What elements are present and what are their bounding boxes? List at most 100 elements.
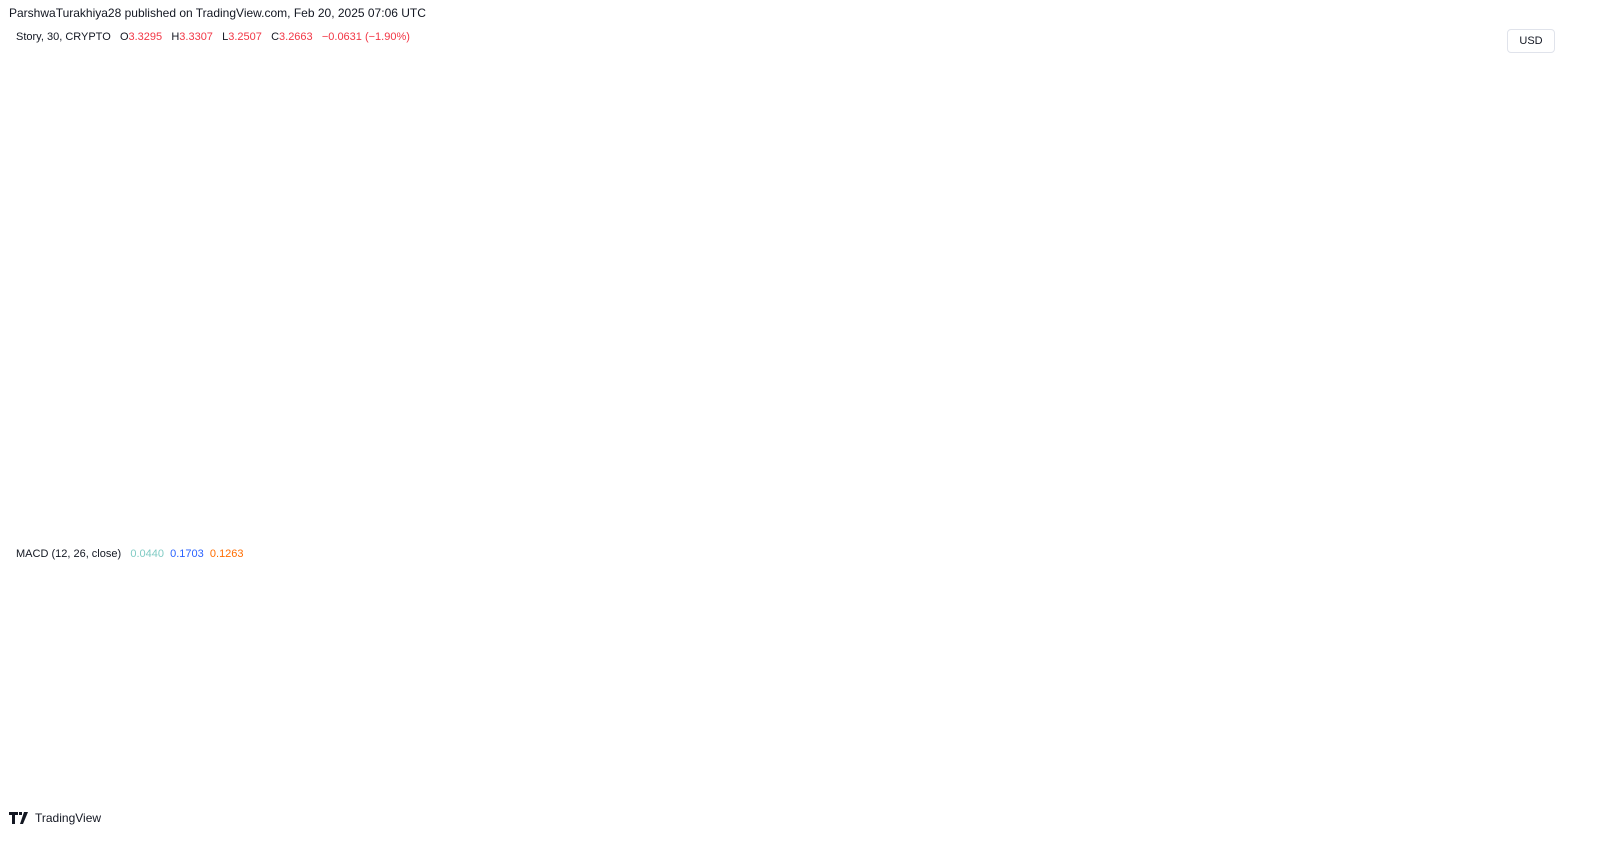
time-tick-label: 18:00	[470, 784, 498, 796]
candle-body	[527, 430, 534, 432]
macd-histogram-bar	[425, 676, 432, 692]
candle-body	[1222, 245, 1229, 250]
hist-value-badge-text: 0.0440	[1507, 654, 1541, 666]
candle	[97, 408, 104, 415]
candle	[1242, 234, 1249, 254]
candle-body	[16, 399, 23, 402]
candle	[772, 391, 779, 402]
time-tick-label: 18:00	[961, 784, 989, 796]
macd-histogram-bar	[670, 685, 677, 692]
macd-histogram-bar	[905, 686, 912, 692]
candle	[762, 395, 769, 409]
candle	[118, 412, 125, 418]
candle-body	[752, 406, 759, 408]
macd-histogram-bar	[1140, 688, 1147, 692]
time-tick-label: 12:00	[409, 784, 437, 796]
macd-histogram-bar	[312, 684, 319, 692]
macd-histogram-bar	[1119, 669, 1126, 692]
macd-histogram-bar	[1160, 692, 1167, 694]
macd-histogram-bar	[864, 691, 871, 693]
candle	[476, 430, 483, 442]
candle-body	[537, 425, 544, 431]
candle-body	[792, 393, 799, 402]
macd-histogram-bar	[813, 692, 820, 697]
macd-histogram-bar	[179, 692, 186, 694]
macd-histogram-bar	[1099, 661, 1106, 692]
candle-body	[608, 443, 615, 450]
macd-histogram-bar	[363, 692, 370, 693]
price-tick-label: 1.6000	[1510, 448, 1544, 460]
candle	[608, 441, 615, 452]
price-tick-label: 2.0000	[1510, 374, 1544, 386]
price-tick-label: 2.4000	[1510, 300, 1544, 312]
macd-tick-label: 0.1000	[1510, 612, 1544, 624]
symbol-name[interactable]: Story, 30, CRYPTO	[16, 31, 111, 43]
macd-histogram-bar	[987, 692, 994, 703]
candle-body	[87, 408, 94, 411]
candle-body	[741, 403, 748, 407]
candle	[87, 406, 94, 413]
macd-histogram-bar	[394, 685, 401, 692]
macd-histogram-bar	[189, 692, 196, 696]
macd-histogram-bar	[1058, 685, 1065, 692]
candle-body	[189, 438, 196, 446]
candle	[1028, 375, 1035, 389]
macd-histogram-bar	[159, 692, 166, 693]
candle	[517, 427, 524, 439]
candle	[1293, 231, 1300, 256]
candle	[598, 443, 605, 452]
candle-body	[476, 434, 483, 437]
macd-histogram-bar	[230, 692, 237, 704]
candle	[1058, 366, 1065, 381]
candle-body	[721, 393, 728, 402]
candle	[16, 397, 23, 404]
macd-histogram-bar	[404, 680, 411, 692]
publisher-line: ParshwaTurakhiya28 published on TradingV…	[9, 6, 426, 20]
candle	[363, 477, 370, 487]
macd-histogram-bar	[1211, 691, 1218, 693]
candle	[241, 458, 248, 474]
candle	[966, 380, 973, 391]
candle	[936, 375, 943, 387]
candle	[731, 391, 738, 407]
candle	[1109, 268, 1116, 296]
candle	[46, 390, 53, 405]
footer-brand[interactable]: TradingView	[35, 811, 102, 825]
open-value: 3.3295	[128, 31, 163, 43]
candle-body	[1314, 227, 1321, 235]
candle	[1252, 232, 1259, 263]
candle	[997, 391, 1004, 404]
macd-histogram-bar	[578, 692, 585, 699]
time-tick-label: 19	[1030, 784, 1042, 796]
candle-body	[333, 480, 340, 492]
macd-histogram-bar	[700, 686, 707, 692]
candle-body	[1171, 282, 1178, 293]
grid	[7, 21, 1561, 801]
candle	[1048, 375, 1055, 389]
candle	[956, 375, 963, 387]
candle-body	[1007, 393, 1014, 398]
candle-body	[1181, 275, 1188, 283]
candle-body	[1028, 382, 1035, 387]
candle-body	[26, 397, 33, 400]
candle-body	[649, 428, 656, 431]
candle	[1222, 240, 1229, 257]
macd-histogram-bar	[1201, 692, 1208, 695]
macd-histogram-bar	[1079, 678, 1086, 692]
tradingview-logo-icon	[9, 812, 28, 824]
macd-title[interactable]: MACD (12, 26, close)	[16, 548, 122, 560]
close-value: 3.2663	[279, 31, 313, 43]
candle	[343, 482, 350, 494]
macd-histogram-bar	[271, 692, 278, 693]
candle	[1314, 223, 1321, 239]
candle	[384, 478, 391, 487]
macd-histogram-bar	[588, 692, 595, 701]
candle-body	[302, 471, 309, 474]
currency-button[interactable]: USD	[1507, 29, 1555, 53]
macd-histogram-bar	[6, 692, 13, 694]
candle-body	[506, 432, 513, 437]
macd-histogram-bar	[639, 692, 646, 693]
candle-body	[343, 484, 350, 492]
time-tick-label: 20	[1275, 784, 1287, 796]
